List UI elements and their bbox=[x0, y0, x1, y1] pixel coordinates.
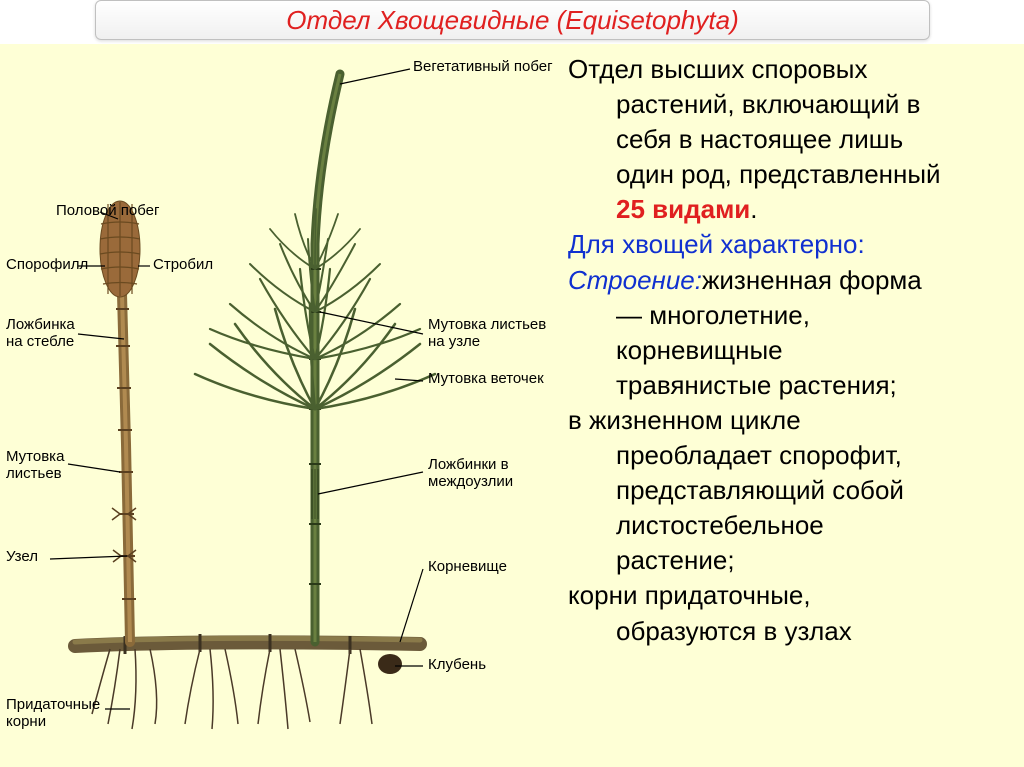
diagram-area: Половой побег Спорофилл Стробил Ложбинка… bbox=[0, 44, 558, 767]
p4-line2: преобладает спорофит, bbox=[568, 438, 1020, 473]
p1-emphasis: 25 видами bbox=[616, 194, 750, 224]
p4-line3: представляющий собой bbox=[568, 473, 1020, 508]
label-tuber: Клубень bbox=[428, 656, 486, 673]
label-sex-shoot: Половой побег bbox=[56, 202, 159, 219]
p3-line2: — многолетние, bbox=[568, 298, 1020, 333]
label-sporophyll: Спорофилл bbox=[6, 256, 88, 273]
label-adventitious-roots: Придаточные корни bbox=[6, 696, 100, 730]
p5-line2: образуются в узлах bbox=[568, 614, 1020, 649]
p5-line1: корни придаточные, bbox=[568, 580, 811, 610]
p1-line3: себя в настоящее лишь bbox=[568, 122, 1020, 157]
p4-line4: листостебельное bbox=[568, 508, 1020, 543]
p4-line5: растение; bbox=[568, 543, 1020, 578]
label-rhizome: Корневище bbox=[428, 558, 507, 575]
p1-period: . bbox=[750, 194, 757, 224]
p3-inline: жизненная форма bbox=[702, 265, 922, 295]
label-strobil: Стробил bbox=[153, 256, 213, 273]
label-node: Узел bbox=[6, 548, 38, 565]
p1-line1: Отдел высших споровых bbox=[568, 54, 868, 84]
p3-line4: травянистые растения; bbox=[568, 368, 1020, 403]
p3-line3: корневищные bbox=[568, 333, 1020, 368]
label-branch-whorl: Мутовка веточек bbox=[428, 370, 544, 387]
p1-line2: растений, включающий в bbox=[568, 87, 1020, 122]
page-title: Отдел Хвощевидные (Equisetophyta) bbox=[286, 5, 738, 36]
label-grooves-internode: Ложбинки в междоузлии bbox=[428, 456, 513, 490]
label-leaf-whorl-node: Мутовка листьев на узле bbox=[428, 316, 546, 350]
text-area: Отдел высших споровых растений, включающ… bbox=[558, 44, 1024, 767]
p1-line4: один род, представленный bbox=[568, 157, 1020, 192]
title-bar: Отдел Хвощевидные (Equisetophyta) bbox=[95, 0, 930, 40]
p3-head: Строение: bbox=[568, 265, 702, 295]
p2: Для хвощей характерно: bbox=[568, 229, 865, 259]
label-groove-stem: Ложбинка на стебле bbox=[6, 316, 75, 350]
label-leaf-whorl: Мутовка листьев bbox=[6, 448, 64, 482]
label-vegetative-shoot: Вегетативный побег bbox=[413, 58, 553, 75]
p4-line1: в жизненном цикле bbox=[568, 405, 801, 435]
body-text: Отдел высших споровых растений, включающ… bbox=[568, 52, 1020, 649]
